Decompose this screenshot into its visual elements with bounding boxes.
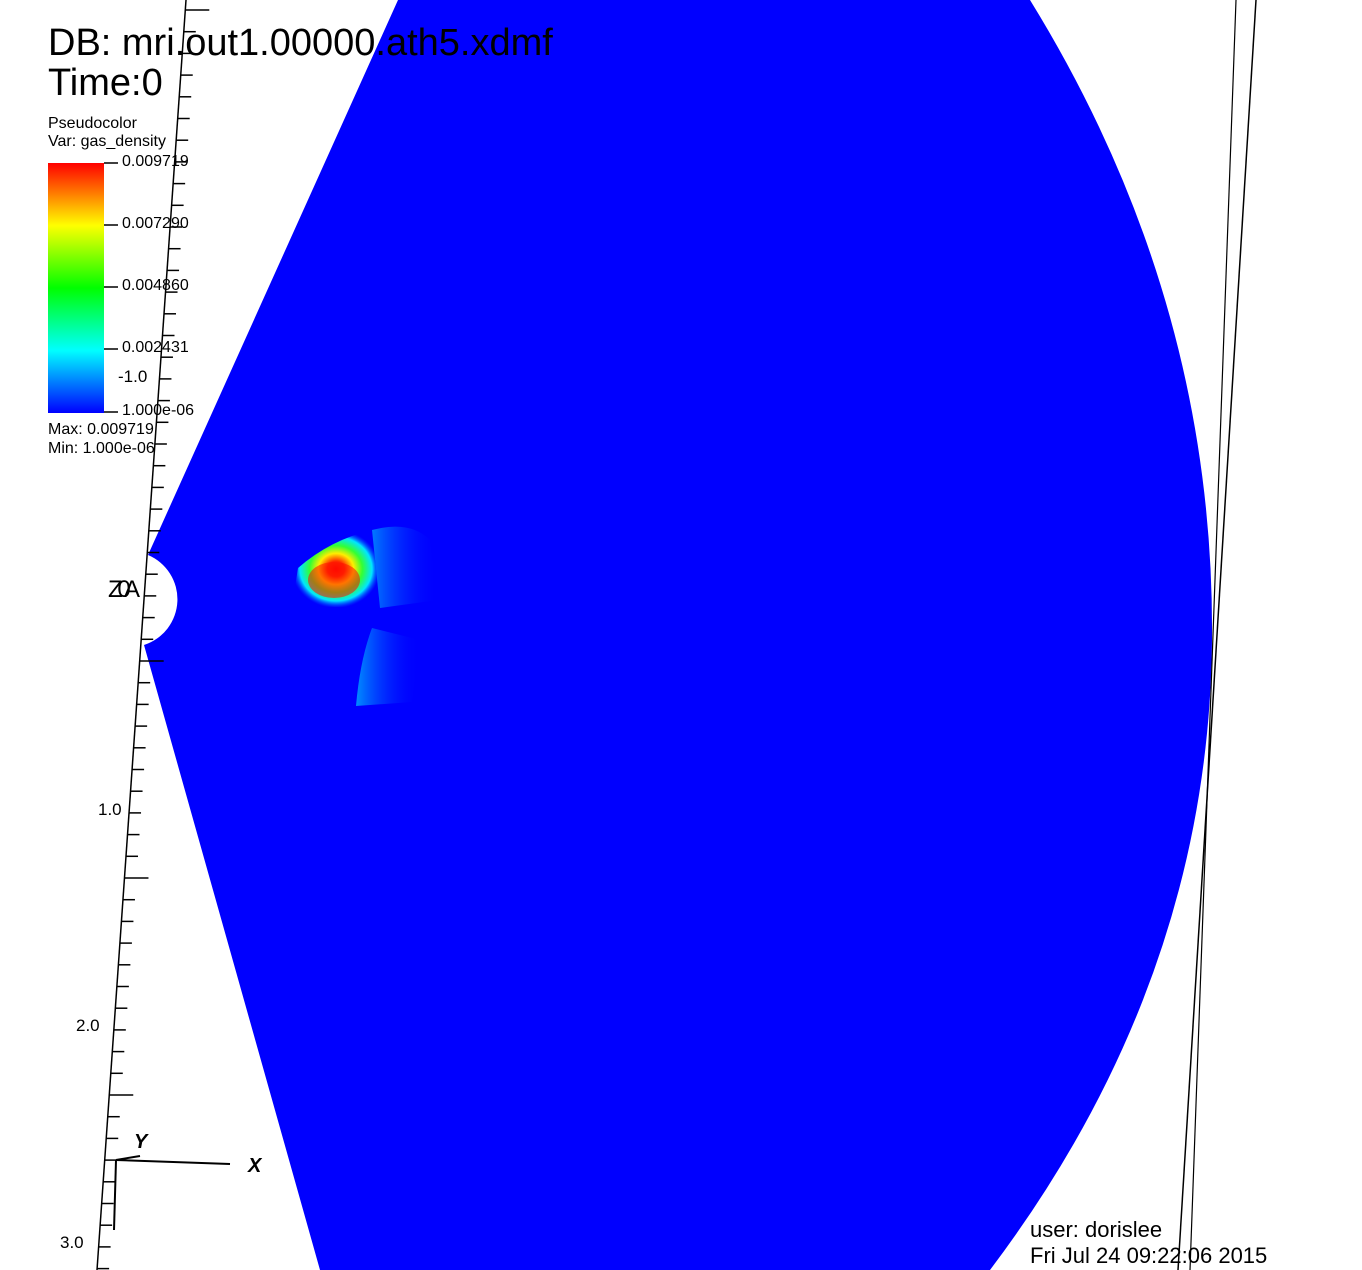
user-label: user: dorislee <box>1030 1217 1163 1242</box>
density-faint-region <box>356 628 420 706</box>
legend-tick-label-min: 1.000e-06 <box>122 402 195 419</box>
triad-x-label: X <box>248 1155 262 1177</box>
legend-color-bar <box>48 163 104 413</box>
axis-tick-label: 3.0 <box>60 1233 84 1252</box>
legend-min-value: Min: 1.000e-06 <box>48 440 155 457</box>
bbox-right-inner-edge <box>1189 0 1237 1270</box>
axis-tick-label: 2.0 <box>76 1016 100 1035</box>
density-hotspot-halo <box>372 526 438 608</box>
vertical-axis-ticks <box>97 9 210 1270</box>
legend-tick-label: 0.004860 <box>122 277 189 294</box>
axis-triad <box>113 1155 231 1231</box>
legend-plot-type: Pseudocolor <box>48 115 137 132</box>
axis-tick-label: -1.0 <box>118 367 148 386</box>
bbox-right-outer-edge <box>1177 0 1257 1270</box>
time-label: Time:0 <box>48 62 163 104</box>
triad-y-label: Y <box>134 1131 148 1153</box>
date-label: Fri Jul 24 09:22:06 2015 <box>1030 1243 1268 1268</box>
legend-tick-label-max: 0.009719 <box>122 153 189 170</box>
origin-axis-label: Z 0 A <box>108 576 140 603</box>
density-field-wedge <box>144 0 1213 1270</box>
density-hotspot-core <box>308 562 360 598</box>
axis-tick-label: 1.0 <box>98 800 122 819</box>
legend-tick-label: 0.007290 <box>122 215 189 232</box>
legend-tick-marks <box>104 162 118 413</box>
legend-tick-label: 0.002431 <box>122 339 189 356</box>
legend-max-value: Max: 0.009719 <box>48 421 154 438</box>
database-title: DB: mri.out1.00000.ath5.xdmf <box>48 22 553 64</box>
legend-variable: Var: gas_density <box>48 133 166 150</box>
bbox-left-edge <box>96 0 187 1270</box>
